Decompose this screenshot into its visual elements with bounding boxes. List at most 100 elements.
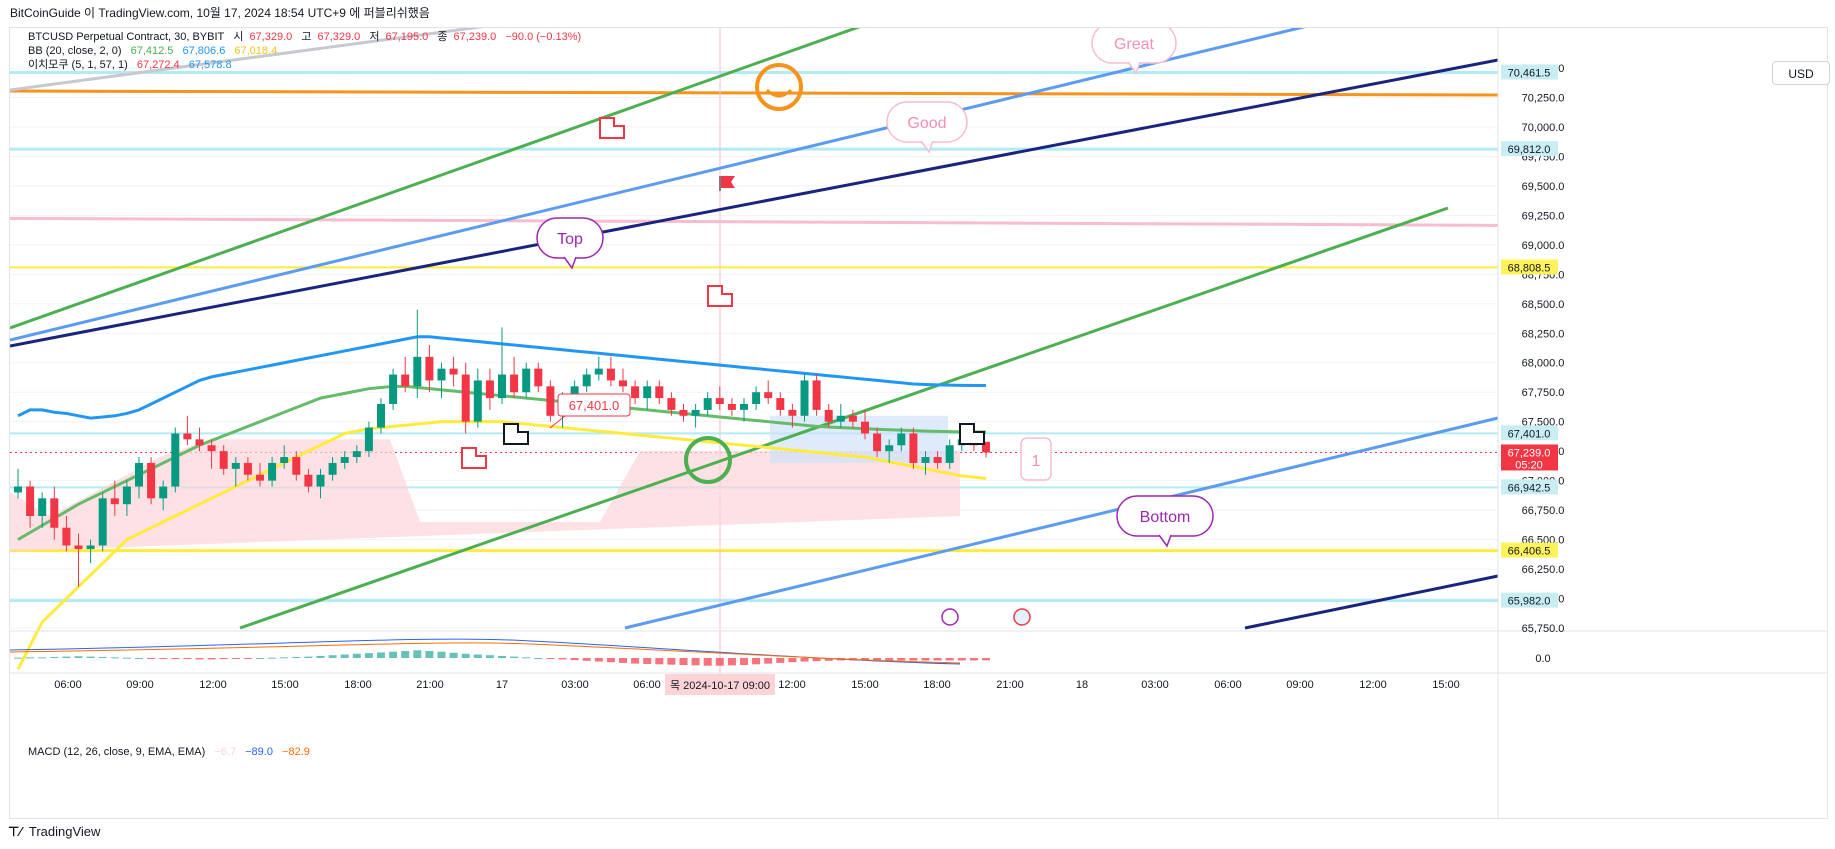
macd-hist-bar (26, 657, 35, 659)
candle-body (498, 374, 506, 399)
candle-body (764, 392, 773, 399)
candle-body (522, 368, 531, 393)
macd-hist-bar (921, 658, 930, 661)
time-axis-tick: 21:00 (416, 679, 444, 691)
macd-hist-bar (231, 658, 240, 659)
legend-macd-label[interactable]: MACD (12, 26, close, 9, EMA, EMA) (28, 746, 206, 758)
price-badge (1501, 64, 1558, 80)
grid (10, 67, 1498, 629)
price-axis-tick: 68,500.0 (1522, 299, 1565, 311)
candle-body (800, 380, 809, 416)
price-badge-label: 68,808.5 (1508, 262, 1551, 274)
pointing-hand-icon (503, 423, 529, 445)
macd-hist-bar (606, 658, 615, 663)
macd-hist-bar (715, 658, 724, 666)
pointing-hand-icon (959, 423, 985, 445)
candle-body (715, 398, 724, 404)
footer-brand: ⊤⁄ TradingView (8, 823, 100, 841)
price-badge (1501, 425, 1558, 441)
macd-hist-bar (50, 656, 59, 658)
price-axis[interactable]: 70,500.070,250.070,000.069,750.069,500.0… (1497, 28, 1565, 818)
legend-bb-label[interactable]: BB (20, close, 2, 0) (28, 45, 122, 57)
legend-ichimoku-label[interactable]: 이치모쿠 (5, 1, 57, 1) (28, 59, 128, 71)
candle-body (861, 421, 869, 434)
candle-body (304, 474, 313, 487)
price-badge-countdown: 05:20 (1515, 459, 1543, 471)
macd-hist-bar (352, 653, 361, 658)
crosshair-time-label: 목 2024-10-17 09:00 (670, 679, 770, 692)
macd-signal-line (10, 642, 961, 664)
horizontal-levels (10, 28, 1499, 683)
price-badge-label: 69,812.0 (1508, 144, 1551, 156)
macd-hist-bar (655, 658, 664, 665)
macd-hist-bar (243, 658, 252, 659)
macd-hist-bar (413, 650, 422, 658)
legend-symbol-row: BTCUSD Perpetual Contract, 30, BYBIT 시 67… (28, 30, 587, 44)
candle-body (873, 433, 882, 452)
candle-body (135, 462, 143, 487)
pointing-hand-icon (599, 117, 625, 139)
candle-body (619, 380, 627, 387)
price-axis-tick: 70,250.0 (1522, 92, 1565, 104)
macd-hist-bar (727, 658, 736, 666)
price-axis-tick: 69,250.0 (1522, 210, 1565, 222)
candle-body (643, 386, 652, 399)
time-axis[interactable]: 06:00 09:00 12:00 15:00 18:00 21:00 17 03:00 06:… (10, 672, 1827, 695)
price-axis-tick: 66,250.0 (1522, 564, 1565, 576)
time-axis-tick: 09:00 (1286, 679, 1314, 691)
trend-blue-lower (624, 416, 1499, 630)
price-note-box (557, 393, 631, 417)
time-axis-tick: 21:00 (996, 679, 1024, 691)
happy-face-icon (755, 63, 803, 111)
candle-body (364, 427, 373, 452)
candle-body (594, 368, 603, 375)
time-axis-tick: 15:00 (271, 679, 299, 691)
time-axis-tick: 15:00 (851, 679, 879, 691)
price-axis-tick: 69,500.0 (1522, 181, 1565, 193)
price-axis-tick: 65,750.0 (1522, 623, 1565, 635)
macd-hist-bar (558, 658, 567, 660)
candle-body (268, 462, 277, 481)
macd-hist-bar (485, 655, 494, 658)
candle-body (510, 374, 519, 393)
candle-body (14, 486, 22, 493)
macd-hist-bar (425, 651, 434, 658)
macd-hist-bar (945, 658, 954, 661)
price-axis-tick: 69,000.0 (1522, 240, 1565, 252)
macd-hist-bar (328, 655, 337, 658)
macd-hist-bar (86, 656, 95, 658)
macd-hist-bar (401, 651, 410, 658)
marker-box (1020, 437, 1052, 481)
macd-hist-bar (570, 658, 579, 661)
candle-body (86, 545, 95, 550)
macd-hist-bar (957, 658, 966, 661)
price-badge-label: 67,239.0 (1508, 447, 1551, 459)
candle-body (933, 457, 942, 463)
us-flag-event-icon (1013, 608, 1031, 626)
macd-hist-bar (969, 658, 978, 661)
legend-macd-row: MACD (12, 26, close, 9, EMA, EMA) −6.7 −… (28, 745, 316, 759)
legend-symbol[interactable]: BTCUSD Perpetual Contract, 30, BYBIT (28, 31, 225, 43)
legend-low: 저 67,195.0 (369, 31, 429, 43)
candle-body (340, 457, 349, 463)
macd-hist-bar (364, 653, 373, 658)
macd-hist-bar (812, 658, 821, 662)
candle-body (147, 462, 156, 499)
candle-body (413, 356, 422, 387)
macd-hist-bar (461, 653, 470, 658)
trend-navy-lower (1244, 574, 1499, 630)
price-badge-label: 70,461.5 (1508, 68, 1551, 80)
time-axis-tick: 15:00 (1432, 679, 1460, 691)
candle-body (377, 404, 385, 428)
pointing-hand-icon (461, 447, 487, 469)
currency-button[interactable]: USD (1772, 61, 1830, 85)
candle-body (885, 445, 894, 452)
macd-hist-bar (62, 656, 71, 658)
price-badge (1501, 542, 1558, 558)
note-top-label: Top (557, 231, 583, 248)
candle-body (62, 527, 71, 546)
legend-high: 고 67,329.0 (301, 31, 361, 43)
candle-body (909, 433, 918, 463)
